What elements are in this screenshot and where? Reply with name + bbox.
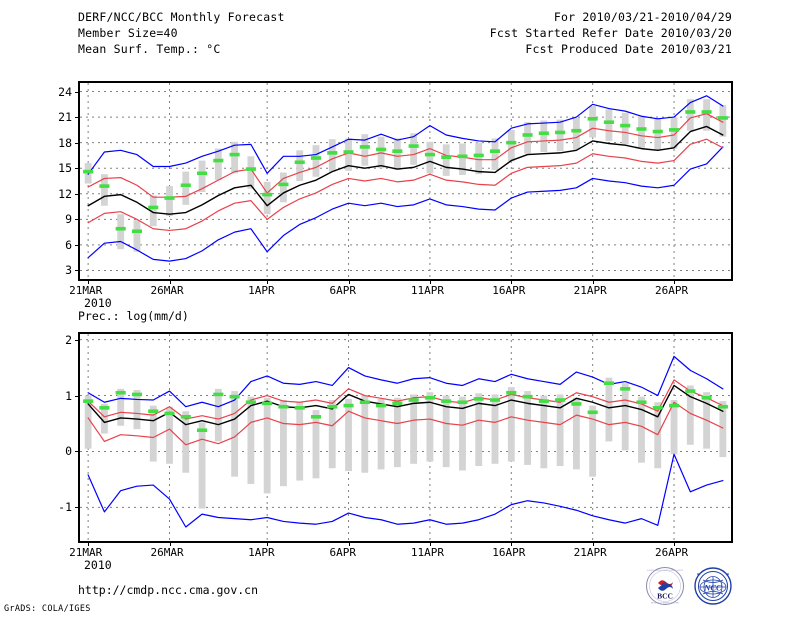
y-tick-label: 1 (65, 388, 72, 403)
y-tick-label: 18 (58, 135, 72, 150)
temp-unit-label: Mean Surf. Temp.: °C (78, 42, 221, 56)
x-tick-label: 26APR (655, 546, 689, 559)
prec-axis-year: 2010 (84, 558, 112, 572)
ncc-logo: NCC (694, 567, 732, 605)
y-tick-mark (75, 91, 80, 93)
y-tick-label: 0 (65, 444, 72, 459)
y-tick-label: 3 (65, 263, 72, 278)
x-tick-mark (592, 541, 594, 546)
logo-group: BCC \u2022 \u2022 \u2022 \u2022 \u2022 B… (645, 566, 741, 606)
y-tick-label: 2 (65, 332, 72, 347)
x-tick-label: 21MAR (69, 284, 103, 297)
y-tick-mark (75, 168, 80, 170)
y-tick-label: 12 (58, 186, 72, 201)
y-tick-label: 21 (58, 110, 72, 125)
member-size-label: Member Size=40 (78, 26, 178, 40)
x-tick-mark (169, 541, 171, 546)
x-tick-mark (348, 541, 350, 546)
x-tick-label: 16APR (492, 284, 526, 297)
y-tick-mark (75, 395, 80, 397)
y-tick-mark (75, 507, 80, 509)
y-tick-mark (75, 339, 80, 341)
cmdp-url-link[interactable]: http://cmdp.ncc.cma.gov.cn (78, 583, 259, 597)
y-tick-label: 24 (58, 84, 72, 99)
svg-text:NCC: NCC (703, 583, 722, 593)
y-tick-mark (75, 219, 80, 221)
x-tick-label: 26MAR (150, 284, 184, 297)
y-tick-mark (75, 244, 80, 246)
y-tick-label: -1 (58, 500, 72, 515)
x-tick-mark (348, 279, 350, 284)
x-tick-mark (511, 541, 513, 546)
x-tick-label: 16APR (492, 546, 526, 559)
forecast-period-label: For 2010/03/21-2010/04/29 (553, 10, 732, 24)
x-tick-label: 6APR (329, 546, 357, 559)
x-tick-mark (674, 279, 676, 284)
y-tick-mark (75, 451, 80, 453)
x-tick-mark (592, 279, 594, 284)
x-tick-label: 21APR (573, 546, 607, 559)
precipitation-plot (80, 334, 731, 541)
fcst-started-label: Fcst Started Refer Date 2010/03/20 (489, 26, 732, 40)
x-tick-mark (429, 541, 431, 546)
svg-text:BEIJING CLIMATE CENTER: BEIJING CLIMATE CENTER (651, 602, 679, 605)
x-tick-label: 6APR (329, 284, 357, 297)
x-tick-mark (674, 541, 676, 546)
x-tick-label: 21APR (573, 284, 607, 297)
forecast-title: DERF/NCC/BCC Monthly Forecast (78, 10, 285, 24)
x-tick-mark (429, 279, 431, 284)
x-tick-label: 11APR (410, 284, 445, 297)
svg-text:\u2022 \u2022 \u2022 \u2022 \u: \u2022 \u2022 \u2022 \u2022 \u2022 (647, 570, 684, 572)
y-tick-label: 6 (65, 237, 72, 252)
y-tick-mark (75, 270, 80, 272)
grads-credit: GrADS: COLA/IGES (4, 604, 91, 614)
x-tick-mark (511, 279, 513, 284)
svg-text:BCC: BCC (657, 592, 673, 601)
x-tick-label: 1APR (248, 546, 275, 559)
y-tick-mark (75, 117, 80, 119)
temp-axis-year: 2010 (84, 296, 112, 310)
x-tick-mark (267, 279, 269, 284)
bcc-logo: BCC \u2022 \u2022 \u2022 \u2022 \u2022 B… (646, 567, 684, 605)
x-tick-mark (88, 279, 90, 284)
y-tick-label: 15 (58, 161, 72, 176)
y-tick-mark (75, 193, 80, 195)
x-tick-label: 11APR (410, 546, 445, 559)
fcst-produced-label: Fcst Produced Date 2010/03/21 (525, 42, 732, 56)
y-tick-mark (75, 142, 80, 144)
x-tick-label: 26MAR (150, 546, 184, 559)
temperature-plot (80, 83, 731, 279)
x-tick-mark (88, 541, 90, 546)
temperature-chart-panel (78, 81, 733, 281)
x-tick-mark (169, 279, 171, 284)
x-tick-label: 1APR (248, 284, 275, 297)
x-tick-mark (267, 541, 269, 546)
y-tick-label: 9 (65, 212, 72, 227)
prec-unit-label: Prec.: log(mm/d) (78, 309, 189, 323)
x-tick-label: 21MAR (69, 546, 103, 559)
x-tick-label: 26APR (655, 284, 689, 297)
precipitation-chart-panel (78, 332, 733, 543)
